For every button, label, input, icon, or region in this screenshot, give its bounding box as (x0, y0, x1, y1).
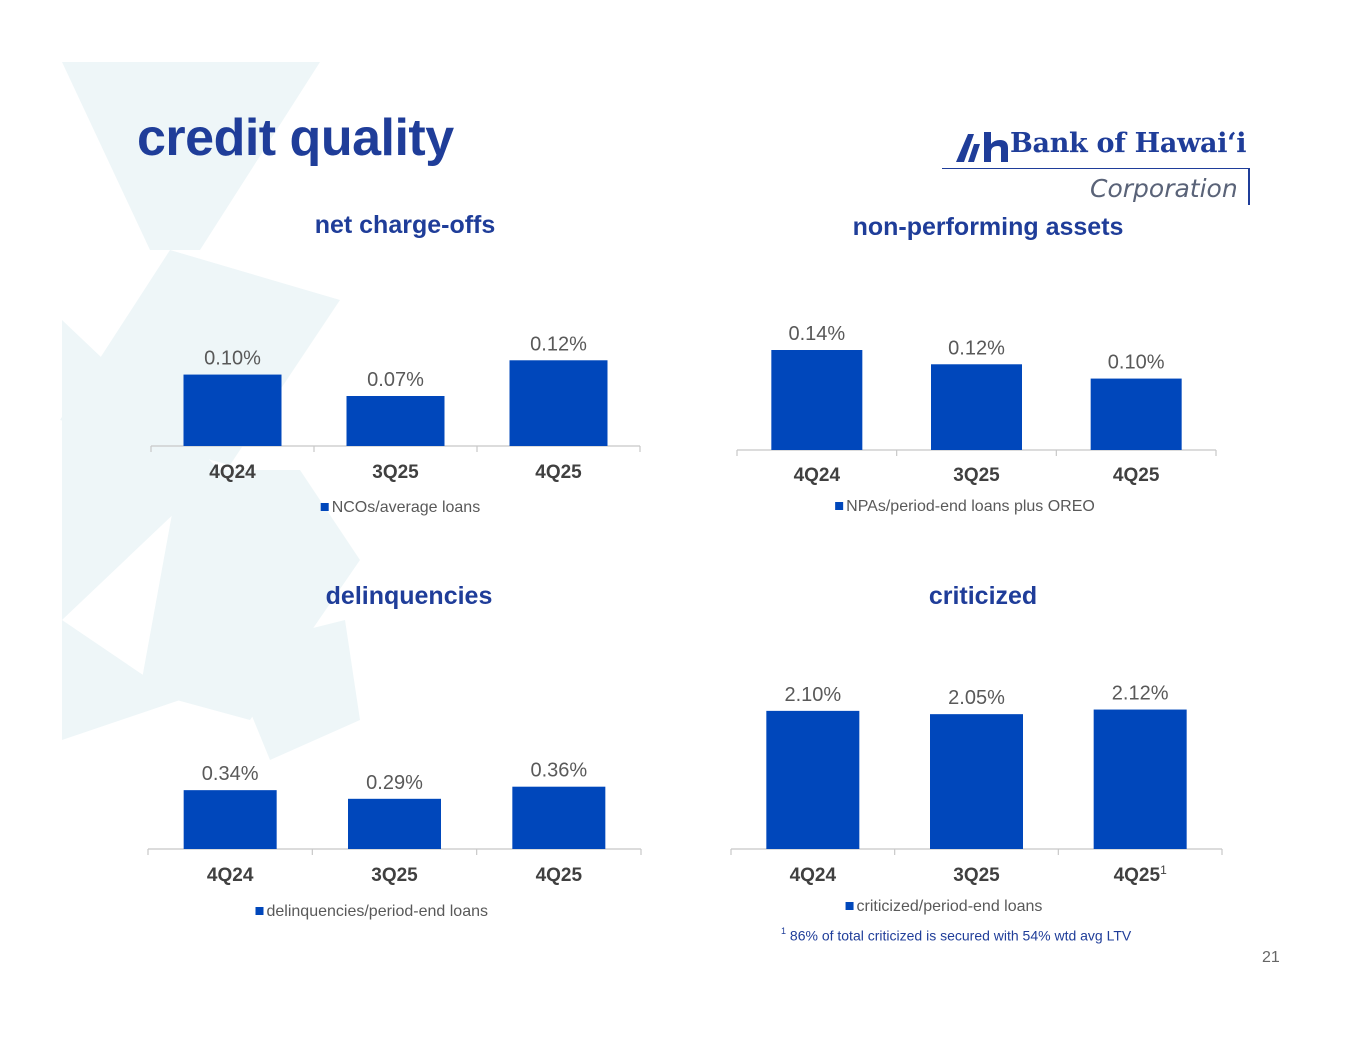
chart-title-criticized: criticized (928, 582, 1038, 610)
legend: criticized/period-end loans (845, 898, 1043, 915)
legend-label: criticized/period-end loans (857, 898, 1043, 915)
bar-4q24 (183, 374, 282, 446)
data-label: 0.10% (1108, 352, 1165, 374)
bar-3q25 (346, 396, 445, 446)
x-tick-label: 4Q25 (1113, 465, 1160, 486)
x-tick-label: 4Q25 (535, 462, 582, 483)
legend-swatch (320, 503, 329, 511)
chart-title-delinquencies: delinquencies (325, 582, 493, 610)
logo-subtitle: Corporation (1090, 174, 1238, 203)
x-tick-label: 4Q24 (207, 865, 254, 886)
bar-4q25 (1093, 709, 1187, 849)
bar-3q25 (930, 714, 1023, 849)
legend-label: NPAs/period-end loans plus OREO (846, 498, 1095, 515)
footnote-text: 86% of total criticized is secured with … (789, 927, 1132, 944)
x-tick-label: 3Q25 (371, 865, 418, 886)
page-number: 21 (1262, 949, 1280, 966)
legend: NPAs/period-end loans plus OREO (835, 498, 1095, 515)
data-label: 0.12% (948, 337, 1005, 359)
bar-4q25 (509, 360, 608, 446)
data-label: 0.14% (788, 323, 845, 345)
bar-4q24 (183, 790, 277, 849)
footnote-marker: 1 (781, 926, 787, 936)
data-label: 0.36% (530, 760, 587, 782)
x-tick-superscript: 1 (1160, 863, 1167, 877)
footnote: 1 86% of total criticized is secured wit… (781, 926, 1132, 944)
x-tick-label: 4Q24 (794, 465, 841, 486)
x-tick-label: 4Q24 (790, 865, 837, 886)
bar-4q24 (771, 350, 863, 450)
x-tick-label: 4Q25 (536, 865, 583, 886)
x-tick-label: 4Q251 (1114, 863, 1167, 886)
bar-3q25 (348, 798, 441, 849)
data-label: 0.34% (202, 763, 259, 785)
legend-swatch (845, 902, 854, 910)
data-label: 2.12% (1112, 683, 1169, 705)
chart-title-net-charge-offs: net charge-offs (314, 211, 496, 239)
data-label: 0.10% (204, 348, 261, 370)
logo-rule (942, 168, 1249, 169)
company-logo: Bank of Hawaiʻi Corporation (940, 118, 1260, 213)
data-label: 2.10% (784, 684, 841, 706)
legend-label: delinquencies/period-end loans (267, 903, 489, 920)
legend: delinquencies/period-end loans (255, 903, 489, 920)
bar-4q24 (766, 710, 860, 849)
x-tick-label: 3Q25 (953, 865, 1000, 886)
bar-3q25 (931, 364, 1022, 450)
x-tick-label: 4Q24 (209, 462, 256, 483)
x-tick-label: 3Q25 (953, 465, 1000, 486)
legend: NCOs/average loans (320, 499, 481, 516)
legend-label: NCOs/average loans (332, 499, 481, 516)
page-title: credit quality (137, 109, 454, 167)
logo-divider (1248, 168, 1250, 205)
data-label: 0.12% (530, 333, 587, 355)
chart-title-non-performing-assets: non-performing assets (852, 213, 1124, 241)
data-label: 0.29% (366, 772, 423, 794)
bank-logo-icon (956, 132, 1008, 162)
x-tick-label: 3Q25 (372, 462, 419, 483)
legend-swatch (255, 907, 264, 915)
bar-4q25 (512, 786, 606, 849)
data-label: 0.07% (367, 369, 424, 391)
bar-4q25 (1090, 378, 1182, 450)
data-label: 2.05% (948, 687, 1005, 709)
legend-swatch (835, 502, 844, 510)
logo-bank-name: Bank of Hawaiʻi (1010, 128, 1247, 159)
